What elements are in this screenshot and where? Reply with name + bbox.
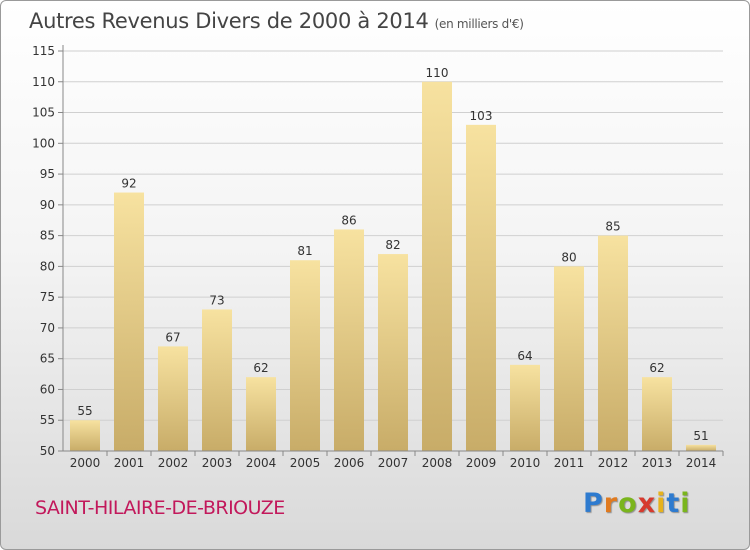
x-tick-label: 2000 bbox=[70, 456, 101, 470]
x-tick-label: 2010 bbox=[510, 456, 541, 470]
data-label: 62 bbox=[253, 361, 268, 375]
data-label: 85 bbox=[605, 220, 620, 234]
x-tick-label: 2014 bbox=[686, 456, 717, 470]
bar bbox=[422, 81, 452, 452]
data-label: 80 bbox=[561, 250, 576, 264]
proxiti-logo[interactable]: Proxiti bbox=[583, 488, 691, 519]
y-tick-label: 70 bbox=[40, 321, 55, 335]
data-label: 64 bbox=[517, 349, 532, 363]
x-tick-label: 2006 bbox=[334, 456, 365, 470]
y-tick-label: 80 bbox=[40, 259, 55, 273]
data-label: 110 bbox=[426, 66, 449, 80]
bar bbox=[466, 124, 496, 451]
y-tick-label: 110 bbox=[32, 75, 55, 89]
chart-title-text: Autres Revenus Divers de 2000 à 2014 bbox=[29, 9, 429, 33]
bar bbox=[158, 346, 188, 451]
bars: 55 92 67 73 62 81 86 82 110 103 64 80 85 62 51 bbox=[70, 66, 716, 452]
y-tick-label: 55 bbox=[40, 413, 55, 427]
x-tick-label: 2002 bbox=[158, 456, 189, 470]
x-axis: 2000 2001 2002 2003 2004 2005 2006 2007 2008 2009… bbox=[63, 450, 724, 470]
x-tick-label: 2008 bbox=[422, 456, 453, 470]
data-label: 73 bbox=[209, 293, 224, 307]
data-label: 62 bbox=[649, 361, 664, 375]
bar bbox=[202, 309, 232, 451]
y-tick-label: 95 bbox=[40, 167, 55, 181]
x-tick-label: 2012 bbox=[598, 456, 629, 470]
bar bbox=[598, 235, 628, 451]
bar bbox=[510, 364, 540, 451]
bar bbox=[246, 377, 276, 451]
y-axis: 50 55 60 65 70 75 80 85 90 95 100 105 110 115 bbox=[32, 44, 64, 458]
bar bbox=[114, 192, 144, 452]
y-tick-label: 60 bbox=[40, 382, 55, 396]
bar bbox=[334, 229, 364, 451]
x-tick-label: 2001 bbox=[114, 456, 145, 470]
bar bbox=[290, 260, 320, 451]
data-label: 81 bbox=[297, 244, 312, 258]
y-tick-label: 85 bbox=[40, 229, 55, 243]
x-tick-label: 2011 bbox=[554, 456, 585, 470]
data-label: 86 bbox=[341, 213, 356, 227]
y-tick-label: 75 bbox=[40, 290, 55, 304]
x-tick-label: 2004 bbox=[246, 456, 277, 470]
bar bbox=[70, 420, 100, 451]
y-tick-label: 50 bbox=[40, 444, 55, 458]
y-tick-label: 105 bbox=[32, 106, 55, 120]
data-label: 55 bbox=[77, 404, 92, 418]
x-tick-label: 2013 bbox=[642, 456, 673, 470]
commune-name: SAINT-HILAIRE-DE-BRIOUZE bbox=[35, 497, 285, 519]
y-tick-label: 65 bbox=[40, 352, 55, 366]
data-label: 92 bbox=[121, 177, 136, 191]
y-tick-label: 90 bbox=[40, 198, 55, 212]
bar bbox=[378, 254, 408, 451]
data-label: 51 bbox=[693, 429, 708, 443]
data-label: 67 bbox=[165, 330, 180, 344]
chart-unit: (en milliers d'€) bbox=[434, 17, 524, 31]
bar bbox=[642, 377, 672, 451]
bar bbox=[554, 266, 584, 451]
x-tick-label: 2005 bbox=[290, 456, 321, 470]
x-tick-label: 2003 bbox=[202, 456, 233, 470]
x-tick-label: 2007 bbox=[378, 456, 409, 470]
y-tick-label: 100 bbox=[32, 136, 55, 150]
data-label: 103 bbox=[470, 109, 493, 123]
y-tick-label: 115 bbox=[32, 44, 55, 58]
bar bbox=[686, 444, 716, 451]
x-tick-label: 2009 bbox=[466, 456, 497, 470]
data-label: 82 bbox=[385, 238, 400, 252]
chart-title: Autres Revenus Divers de 2000 à 2014 (en … bbox=[29, 9, 524, 33]
